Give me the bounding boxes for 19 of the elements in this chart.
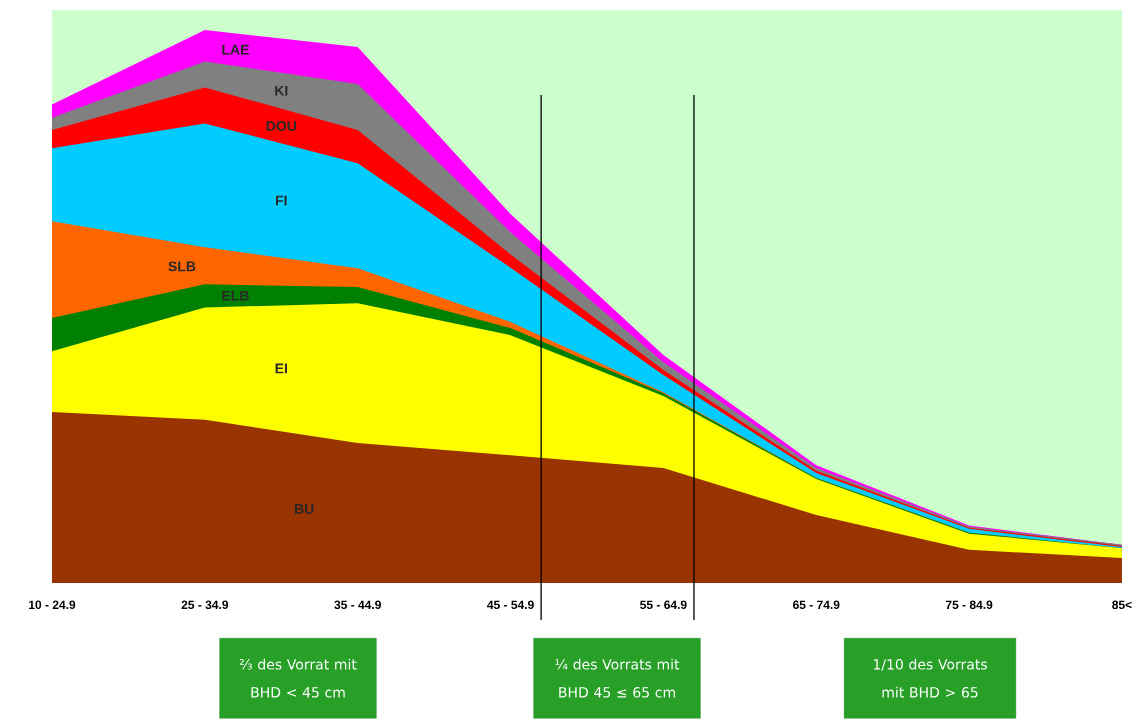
x-tick-label: 65 - 74.9 [793,600,840,610]
x-tick-label: 45 - 54.9 [487,600,534,610]
x-tick-label: 10 - 24.9 [29,600,76,610]
x-tick-label: 25 - 34.9 [181,600,229,610]
x-tick-label: 35 - 44.9 [334,600,381,610]
series-label: KI [275,85,288,96]
x-tick-label: 85< [1112,600,1132,610]
text: ⅔ des Vorrat mit BHD < 45 cm [239,658,357,698]
series-label: ELB [222,290,249,301]
text: ¼ des Vorrats mit BHD 45 ≤ 65 cm [555,658,680,698]
series-label: BU [295,504,314,514]
series-label: SLB [168,261,196,272]
series-label: FI [276,195,287,206]
x-tick-label: 55 - 64.9 [640,600,687,610]
series-label: EI [275,363,287,374]
series-label: LAE [222,44,249,55]
x-tick-label: 75 - 84.9 [945,600,993,610]
series-label: DOU [266,121,296,131]
text: 1/10 des Vorrats mit BHD > 65 [873,658,987,698]
